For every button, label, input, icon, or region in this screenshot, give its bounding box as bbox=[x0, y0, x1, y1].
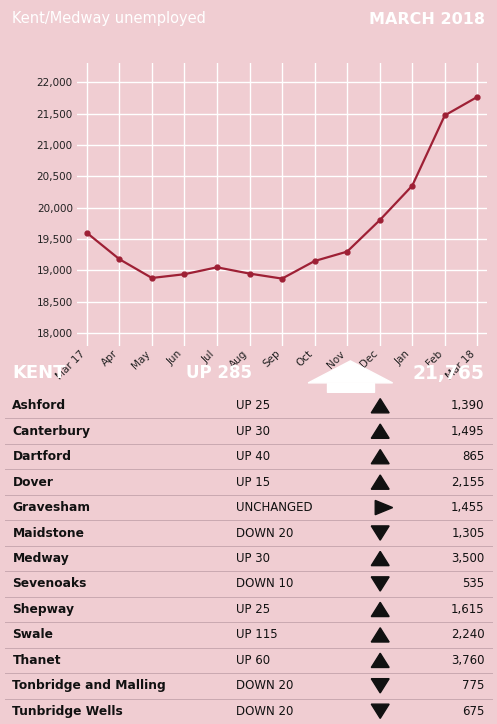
Polygon shape bbox=[371, 526, 389, 540]
Text: 1,615: 1,615 bbox=[451, 603, 485, 616]
Text: 1,495: 1,495 bbox=[451, 425, 485, 438]
Polygon shape bbox=[327, 383, 374, 392]
Text: 1,455: 1,455 bbox=[451, 501, 485, 514]
Text: DOWN 20: DOWN 20 bbox=[236, 679, 293, 692]
Text: UP 25: UP 25 bbox=[236, 399, 270, 412]
Text: 3,500: 3,500 bbox=[451, 552, 485, 565]
Polygon shape bbox=[308, 361, 393, 383]
Text: Dover: Dover bbox=[12, 476, 53, 489]
Text: UP 15: UP 15 bbox=[236, 476, 270, 489]
Text: Dartford: Dartford bbox=[12, 450, 72, 463]
Polygon shape bbox=[371, 399, 389, 413]
Text: 3,760: 3,760 bbox=[451, 654, 485, 667]
Text: DOWN 10: DOWN 10 bbox=[236, 578, 293, 591]
Text: MARCH 2018: MARCH 2018 bbox=[369, 12, 485, 27]
Text: UP 30: UP 30 bbox=[236, 552, 270, 565]
Text: UP 30: UP 30 bbox=[236, 425, 270, 438]
Text: 1,305: 1,305 bbox=[451, 526, 485, 539]
Polygon shape bbox=[371, 653, 389, 668]
Polygon shape bbox=[371, 577, 389, 591]
Text: UP 40: UP 40 bbox=[236, 450, 270, 463]
Polygon shape bbox=[371, 602, 389, 617]
Text: KENT: KENT bbox=[12, 364, 66, 382]
Text: UP 285: UP 285 bbox=[186, 364, 251, 382]
Text: 865: 865 bbox=[462, 450, 485, 463]
Polygon shape bbox=[375, 500, 393, 515]
Text: Gravesham: Gravesham bbox=[12, 501, 90, 514]
Text: Tonbridge and Malling: Tonbridge and Malling bbox=[12, 679, 166, 692]
Text: DOWN 20: DOWN 20 bbox=[236, 526, 293, 539]
Text: Ashford: Ashford bbox=[12, 399, 67, 412]
Text: Maidstone: Maidstone bbox=[12, 526, 84, 539]
Polygon shape bbox=[371, 704, 389, 718]
Text: UP 25: UP 25 bbox=[236, 603, 270, 616]
Text: 2,240: 2,240 bbox=[451, 628, 485, 641]
Text: UP 60: UP 60 bbox=[236, 654, 270, 667]
Text: Shepway: Shepway bbox=[12, 603, 75, 616]
Polygon shape bbox=[371, 552, 389, 565]
Text: Tunbridge Wells: Tunbridge Wells bbox=[12, 704, 123, 717]
Text: Swale: Swale bbox=[12, 628, 53, 641]
Polygon shape bbox=[371, 475, 389, 489]
Polygon shape bbox=[371, 678, 389, 693]
Polygon shape bbox=[371, 424, 389, 438]
Text: Sevenoaks: Sevenoaks bbox=[12, 578, 87, 591]
Text: 1,390: 1,390 bbox=[451, 399, 485, 412]
Text: Medway: Medway bbox=[12, 552, 69, 565]
Text: Canterbury: Canterbury bbox=[12, 425, 90, 438]
Text: 2,155: 2,155 bbox=[451, 476, 485, 489]
Polygon shape bbox=[371, 628, 389, 642]
Text: Kent/Medway unemployed: Kent/Medway unemployed bbox=[12, 12, 206, 27]
Text: Thanet: Thanet bbox=[12, 654, 61, 667]
Text: UP 115: UP 115 bbox=[236, 628, 278, 641]
Text: 775: 775 bbox=[462, 679, 485, 692]
Polygon shape bbox=[371, 450, 389, 464]
Text: 21,765: 21,765 bbox=[413, 363, 485, 382]
Text: DOWN 20: DOWN 20 bbox=[236, 704, 293, 717]
Text: UNCHANGED: UNCHANGED bbox=[236, 501, 313, 514]
Text: 535: 535 bbox=[462, 578, 485, 591]
Text: 675: 675 bbox=[462, 704, 485, 717]
